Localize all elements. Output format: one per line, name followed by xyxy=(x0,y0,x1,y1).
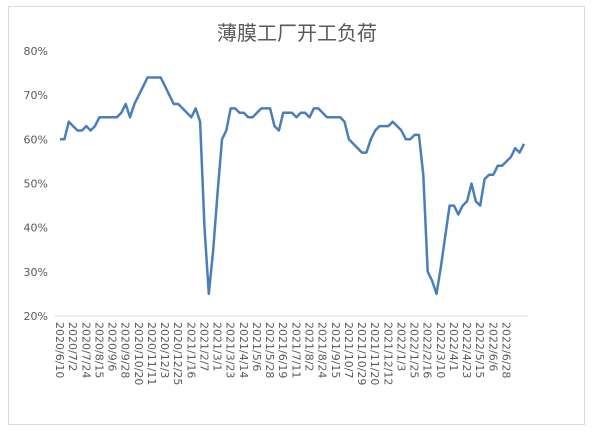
line-series xyxy=(60,76,526,296)
x-tick-label: 2021/7/11 xyxy=(289,322,302,378)
x-tick-label: 2021/11/20 xyxy=(368,322,381,385)
x-tick-label: 2021/5/6 xyxy=(250,322,263,371)
x-tick-label: 2022/6/6 xyxy=(486,322,499,371)
y-tick-label: 20% xyxy=(24,310,48,323)
x-tick-label: 2021/3/23 xyxy=(224,322,237,378)
y-tick-label: 80% xyxy=(24,45,48,58)
x-tick-label: 2021/3/1 xyxy=(211,322,224,371)
y-tick-label: 60% xyxy=(24,133,48,146)
x-tick-label: 2022/2/16 xyxy=(421,322,434,378)
x-tick-label: 2022/3/10 xyxy=(434,322,447,378)
x-tick-label: 2021/5/28 xyxy=(263,322,276,378)
x-tick-label: 2022/5/15 xyxy=(473,322,486,378)
x-tick-label: 2020/6/10 xyxy=(53,322,66,378)
y-tick-label: 30% xyxy=(24,266,48,279)
chart-title: 薄膜工厂开工负荷 xyxy=(217,21,377,45)
x-tick-label: 2020/9/28 xyxy=(119,322,132,378)
chart-border xyxy=(8,6,585,425)
x-tick-label: 2021/2/7 xyxy=(197,322,210,371)
x-tick-label: 2020/7/2 xyxy=(66,322,79,371)
x-tick-label: 2020/12/25 xyxy=(171,322,184,385)
y-tick-label: 50% xyxy=(24,178,48,191)
x-tick-label: 2020/7/24 xyxy=(79,322,92,378)
x-tick-label: 2022/4/23 xyxy=(460,322,473,378)
y-tick-label: 40% xyxy=(24,222,48,235)
x-tick-label: 2021/8/2 xyxy=(303,322,316,371)
x-tick-label: 2021/4/14 xyxy=(237,322,250,378)
x-tick-label: 2022/4/1 xyxy=(447,322,460,371)
x-tick-label: 2022/1/25 xyxy=(408,322,421,378)
x-tick-label: 2021/1/16 xyxy=(184,322,197,378)
x-tick-label: 2021/10/29 xyxy=(355,322,368,385)
x-tick-label: 2020/12/3 xyxy=(158,322,171,378)
x-tick-label: 2022/6/28 xyxy=(499,322,512,378)
x-tick-label: 2020/10/20 xyxy=(132,322,145,385)
y-tick-label: 70% xyxy=(24,89,48,102)
x-tick-label: 2021/12/12 xyxy=(381,322,394,385)
x-tick-label: 2021/9/15 xyxy=(329,322,342,378)
x-tick-label: 2020/8/15 xyxy=(92,322,105,378)
x-tick-label: 2021/10/7 xyxy=(342,322,355,378)
x-tick-label: 2022/1/3 xyxy=(394,322,407,371)
x-tick-label: 2020/9/6 xyxy=(106,322,119,371)
x-tick-label: 2021/6/19 xyxy=(276,322,289,378)
x-tick-label: 2020/11/11 xyxy=(145,322,158,385)
x-tick-label: 2021/8/24 xyxy=(316,322,329,378)
